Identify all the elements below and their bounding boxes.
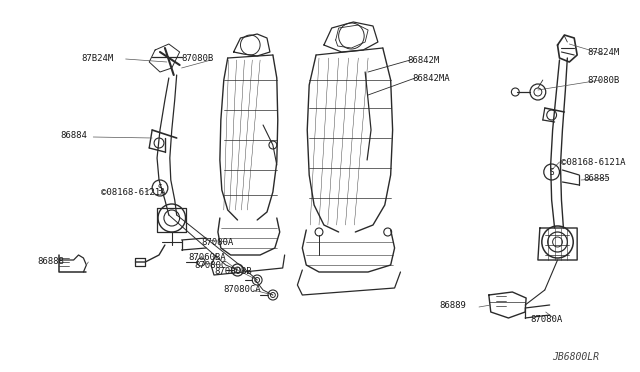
Text: 87080A: 87080A: [530, 315, 563, 324]
Text: 87080C: 87080C: [195, 260, 227, 269]
Text: S: S: [157, 183, 163, 192]
Text: 87080B: 87080B: [587, 76, 620, 84]
Text: 87080A: 87080A: [201, 237, 234, 247]
Text: 87824M: 87824M: [587, 48, 620, 57]
Text: 87060BA: 87060BA: [188, 253, 226, 263]
Text: 86842M: 86842M: [407, 55, 440, 64]
Text: 86888: 86888: [37, 257, 64, 266]
Text: 86842MA: 86842MA: [412, 74, 450, 83]
Text: 87080BB: 87080BB: [214, 267, 252, 276]
Text: 87B24M: 87B24M: [81, 54, 114, 62]
Text: JB6800LR: JB6800LR: [552, 352, 599, 362]
Text: ©08168-6121A: ©08168-6121A: [101, 187, 166, 196]
Text: 86885: 86885: [583, 173, 610, 183]
Text: 87080B: 87080B: [182, 54, 214, 62]
Text: ©08168-6121A: ©08168-6121A: [561, 157, 626, 167]
Text: 86889: 86889: [440, 301, 467, 310]
Text: S: S: [549, 167, 554, 176]
Text: 87080CA: 87080CA: [224, 285, 261, 295]
Text: 86884: 86884: [61, 131, 88, 140]
